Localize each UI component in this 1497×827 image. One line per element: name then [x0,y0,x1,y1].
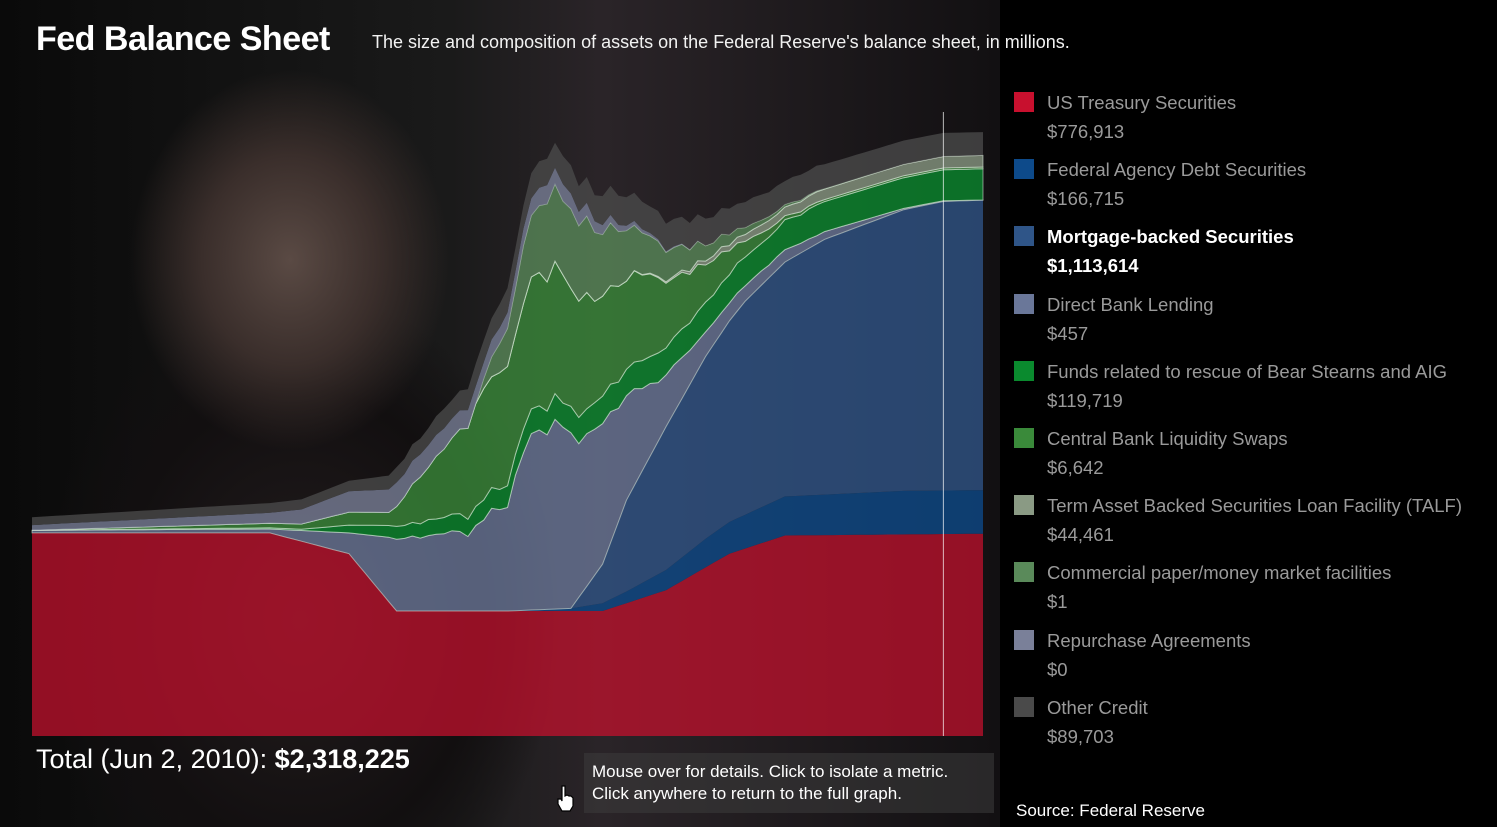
legend-swatch [1014,629,1034,650]
legend-item-name: Other Credit [1047,696,1148,718]
legend-swatch [1014,562,1034,583]
total-readout: Total (Jun 2, 2010): $2,318,225 [36,744,410,775]
legend-item-name: Term Asset Backed Securities Loan Facili… [1047,495,1463,517]
legend-swatch [1014,293,1034,314]
legend-swatch [1014,92,1034,112]
legend-item-name: US Treasury Securities [1047,92,1237,113]
legend-swatch [1014,226,1034,247]
legend-item[interactable]: Other Credit $89,703 [1014,693,1489,760]
legend-item-value: $119,719 [1047,389,1123,411]
legend-item-value: $457 [1047,322,1089,344]
legend-item-value: $776,913 [1047,121,1125,142]
legend-item-value: $44,461 [1047,524,1114,546]
legend-swatch [1014,159,1034,180]
legend-item[interactable]: Commercial paper/money market facilities… [1014,558,1489,625]
legend-item-name: Commercial paper/money market facilities [1047,562,1392,584]
instruction-tooltip: Mouse over for details. Click to isolate… [584,753,994,813]
instruction-line-1: Mouse over for details. Click to isolate… [592,762,949,781]
legend-item-value: $6,642 [1047,456,1104,478]
legend-item-value: $166,715 [1047,188,1125,210]
legend-item[interactable]: Mortgage-backed Securities $1,113,614 [1014,222,1489,289]
stacked-area-chart[interactable] [0,0,1000,827]
legend-item-value: $1 [1047,591,1068,613]
legend-item-name: Funds related to rescue of Bear Stearns … [1047,360,1448,382]
legend-item[interactable]: Direct Bank Lending $457 [1014,290,1489,357]
legend-item-name: Mortgage-backed Securities [1047,226,1294,248]
page-title: Fed Balance Sheet [36,20,330,58]
legend-item[interactable]: Federal Agency Debt Securities $166,715 [1014,155,1489,222]
legend-item-value: $1,113,614 [1047,255,1139,277]
legend-item[interactable]: Funds related to rescue of Bear Stearns … [1014,357,1489,424]
legend-item[interactable]: US Treasury Securities $776,913 [1014,88,1489,155]
legend-item-name: Direct Bank Lending [1047,293,1214,315]
total-label: Total (Jun 2, 2010): [36,744,268,774]
instruction-line-2: Click anywhere to return to the full gra… [592,784,902,803]
page-subtitle: The size and composition of assets on th… [372,32,1070,52]
legend-item[interactable]: Central Bank Liquidity Swaps $6,642 [1014,424,1489,491]
hand-cursor-icon [557,785,574,812]
total-value: $2,318,225 [274,744,410,774]
legend-item-name: Repurchase Agreements [1047,629,1251,651]
legend: US Treasury Securities $776,913 Federal Ag… [1014,88,1489,760]
legend-item-value: $89,703 [1047,725,1114,747]
area-series-group[interactable] [31,132,984,736]
legend-item-name: Central Bank Liquidity Swaps [1047,427,1288,449]
area-series-us-treasury-securities[interactable] [32,532,983,736]
legend-item-value: $0 [1047,658,1068,680]
area-series-federal-agency-debt-securities[interactable] [32,490,983,611]
legend-swatch [1014,495,1034,516]
area-series-mortgage-backed-securities[interactable] [32,200,983,611]
legend-swatch [1014,696,1034,717]
legend-item-name: Federal Agency Debt Securities [1047,159,1307,181]
legend-swatch [1014,360,1034,381]
legend-item[interactable]: Repurchase Agreements $0 [1014,626,1489,693]
legend-swatch [1014,427,1034,448]
source-note: Source: Federal Reserve [1016,801,1205,820]
legend-item[interactable]: Term Asset Backed Securities Loan Facili… [1014,491,1489,558]
